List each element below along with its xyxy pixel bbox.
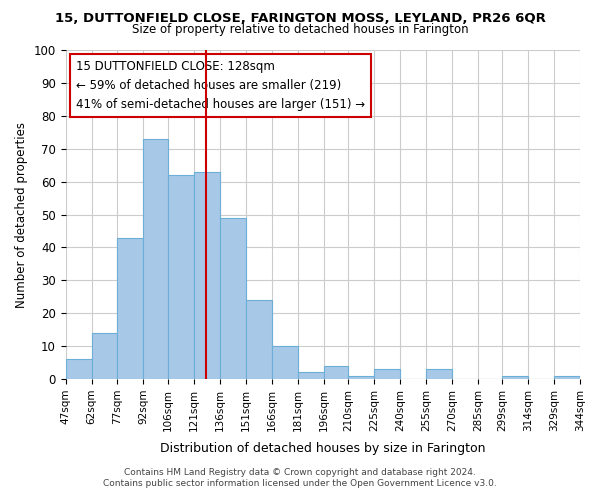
Bar bbox=[502, 376, 528, 379]
Bar bbox=[374, 369, 400, 379]
Bar bbox=[554, 376, 580, 379]
Bar bbox=[220, 218, 245, 379]
Bar bbox=[168, 175, 194, 379]
Text: Contains HM Land Registry data © Crown copyright and database right 2024.
Contai: Contains HM Land Registry data © Crown c… bbox=[103, 468, 497, 487]
Y-axis label: Number of detached properties: Number of detached properties bbox=[15, 122, 28, 308]
Bar bbox=[65, 360, 92, 379]
Bar bbox=[272, 346, 298, 379]
Bar bbox=[118, 238, 143, 379]
Bar bbox=[143, 139, 168, 379]
Text: 15 DUTTONFIELD CLOSE: 128sqm
← 59% of detached houses are smaller (219)
41% of s: 15 DUTTONFIELD CLOSE: 128sqm ← 59% of de… bbox=[76, 60, 365, 111]
Text: 15, DUTTONFIELD CLOSE, FARINGTON MOSS, LEYLAND, PR26 6QR: 15, DUTTONFIELD CLOSE, FARINGTON MOSS, L… bbox=[55, 12, 545, 26]
Bar bbox=[426, 369, 452, 379]
Bar bbox=[348, 376, 374, 379]
Bar bbox=[194, 172, 220, 379]
Bar bbox=[245, 300, 272, 379]
Bar bbox=[92, 333, 118, 379]
Bar bbox=[323, 366, 348, 379]
Bar bbox=[298, 372, 323, 379]
Text: Size of property relative to detached houses in Farington: Size of property relative to detached ho… bbox=[131, 22, 469, 36]
X-axis label: Distribution of detached houses by size in Farington: Distribution of detached houses by size … bbox=[160, 442, 485, 455]
